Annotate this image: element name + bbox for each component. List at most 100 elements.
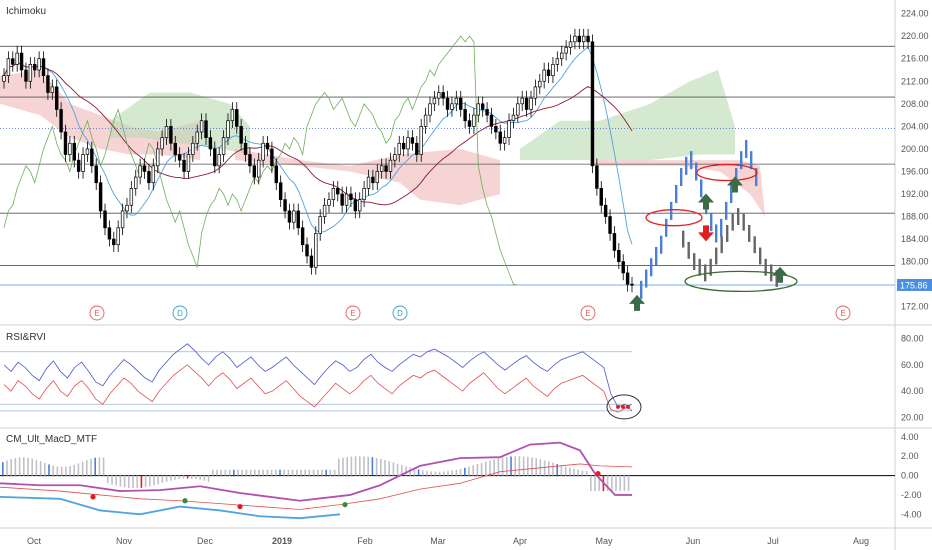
macd-histogram-bar bbox=[359, 456, 361, 476]
candle-down bbox=[33, 64, 37, 71]
macd-histogram-bar bbox=[543, 460, 546, 476]
macd-histogram-bar bbox=[434, 471, 437, 476]
candle-down bbox=[270, 148, 274, 167]
candle-up bbox=[362, 188, 366, 200]
rsi-tick-label: 60.00 bbox=[901, 360, 924, 370]
macd-histogram-bar bbox=[480, 462, 483, 476]
macd-histogram-bar bbox=[417, 469, 420, 476]
projection-bar-blue bbox=[640, 280, 643, 299]
candle-down bbox=[546, 69, 551, 76]
green-arrow-up-icon bbox=[629, 294, 645, 311]
candle-up bbox=[292, 210, 296, 223]
candle-up bbox=[406, 137, 410, 150]
macd-histogram-bar bbox=[619, 475, 621, 492]
macd-histogram-bar bbox=[6, 460, 8, 476]
candle-down bbox=[252, 165, 257, 178]
macd-histogram-bar bbox=[585, 471, 588, 476]
projection-bar-blue bbox=[645, 269, 648, 288]
macd-histogram-bar bbox=[485, 461, 487, 476]
candle-down bbox=[595, 165, 599, 189]
candle-up bbox=[568, 41, 573, 48]
dividend-marker bbox=[392, 305, 408, 321]
macd-histogram-bar bbox=[363, 456, 365, 476]
time-tick-label: 2019 bbox=[272, 536, 292, 546]
macd-histogram-bar bbox=[611, 475, 613, 492]
macd-cross-dot bbox=[90, 494, 96, 500]
macd-histogram-bar bbox=[590, 475, 592, 492]
candle-up bbox=[529, 97, 533, 110]
candle-up bbox=[129, 188, 134, 206]
projection-bar-grey bbox=[704, 264, 707, 282]
macd-histogram-bar bbox=[216, 469, 218, 476]
candle-up bbox=[358, 199, 362, 212]
macd-histogram-bar bbox=[132, 475, 134, 489]
bullish-cloud-2 bbox=[520, 70, 735, 161]
macd-histogram-bar bbox=[489, 460, 491, 476]
candle-down bbox=[498, 131, 502, 144]
candle-down bbox=[103, 210, 107, 229]
candle-down bbox=[147, 171, 151, 184]
candle-up bbox=[6, 58, 11, 76]
candle-up bbox=[555, 58, 560, 65]
macd-histogram-bar bbox=[48, 464, 50, 476]
candle-up bbox=[551, 64, 555, 76]
candle-down bbox=[24, 69, 28, 82]
macd-histogram-bar bbox=[98, 457, 101, 476]
candle-up bbox=[15, 52, 19, 65]
green-arrow-up-icon bbox=[772, 266, 788, 283]
macd-histogram-bar bbox=[245, 469, 248, 476]
candle-down bbox=[182, 159, 186, 172]
candle-up bbox=[454, 97, 459, 105]
candle-down bbox=[401, 142, 406, 150]
candle-down bbox=[590, 41, 595, 167]
candle-down bbox=[98, 182, 103, 212]
rsi-panel bbox=[0, 343, 642, 420]
macd-histogram-bar bbox=[249, 469, 252, 476]
candle-up bbox=[538, 80, 542, 88]
candle-down bbox=[586, 35, 590, 43]
candle-up bbox=[120, 210, 125, 229]
candle-up bbox=[37, 58, 41, 71]
candle-down bbox=[621, 261, 625, 274]
candle-down bbox=[278, 182, 283, 200]
earnings-marker bbox=[89, 305, 105, 321]
time-tick-label: Feb bbox=[357, 536, 373, 546]
earnings-marker-label: E bbox=[840, 309, 845, 318]
candle-up bbox=[68, 142, 72, 155]
candle-up bbox=[2, 75, 6, 82]
macd-histogram-bar bbox=[438, 471, 441, 476]
projection-bar-blue bbox=[685, 156, 688, 175]
candle-up bbox=[331, 188, 336, 200]
candle-up bbox=[199, 120, 204, 133]
chikou-span-line bbox=[3, 35, 518, 286]
red-ellipse-left bbox=[645, 209, 703, 227]
dividend-marker-label: D bbox=[397, 309, 403, 318]
candle-up bbox=[379, 165, 384, 172]
macd-tick-label: 2.00 bbox=[901, 451, 919, 461]
macd-histogram-bar bbox=[56, 466, 59, 476]
candle-down bbox=[603, 204, 608, 217]
macd-histogram-bar bbox=[497, 458, 500, 476]
candle-down bbox=[112, 238, 116, 246]
macd-histogram-bar bbox=[275, 469, 277, 476]
macd-histogram-bar bbox=[443, 471, 445, 476]
candle-down bbox=[494, 126, 498, 133]
candle-down bbox=[76, 159, 81, 172]
macd-histogram-bar bbox=[291, 469, 294, 476]
macd-histogram-bar bbox=[153, 475, 155, 486]
time-tick-label: Aug bbox=[853, 536, 869, 546]
macd-histogram-bar bbox=[581, 470, 584, 476]
candle-up bbox=[195, 131, 199, 144]
macd-histogram-bar bbox=[405, 466, 407, 476]
time-tick-label: Jun bbox=[686, 536, 701, 546]
macd-histogram-bar bbox=[14, 457, 17, 476]
macd-histogram-bar bbox=[94, 457, 96, 476]
candle-down bbox=[46, 75, 50, 93]
macd-histogram-bar bbox=[535, 458, 537, 476]
macd-histogram-bar bbox=[468, 466, 470, 476]
candle-down bbox=[630, 283, 634, 286]
macd-histogram-bar bbox=[552, 462, 554, 476]
candle-down bbox=[59, 109, 63, 133]
candle-up bbox=[472, 114, 476, 127]
